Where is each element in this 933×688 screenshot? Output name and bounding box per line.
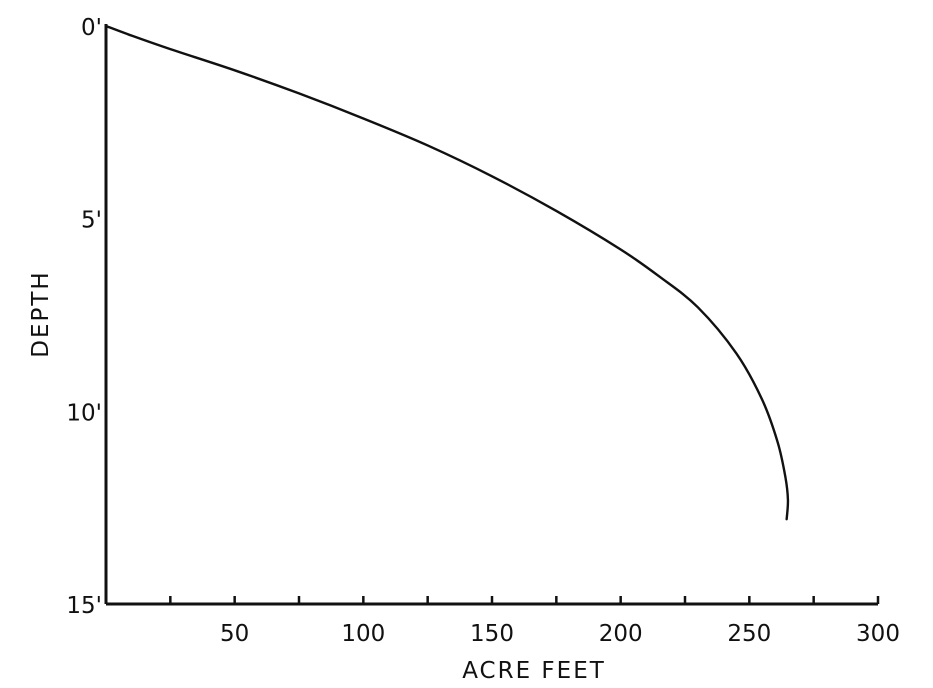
y-tick-label: 5'	[81, 208, 102, 234]
x-tick-label: 100	[341, 621, 385, 647]
x-tick-label: 50	[220, 621, 249, 647]
x-tick-label: 150	[470, 621, 514, 647]
y-tick-label: 15'	[66, 593, 102, 619]
axes	[104, 24, 878, 606]
x-axis-label: ACRE FEET	[462, 658, 606, 684]
y-tick-label: 10'	[66, 400, 102, 426]
y-axis-label: DEPTH	[28, 270, 54, 357]
x-tick-label: 250	[727, 621, 771, 647]
x-tick-label: 300	[856, 621, 900, 647]
tick-marks	[169, 596, 880, 604]
x-tick-label: 200	[599, 621, 643, 647]
y-tick-label: 0'	[81, 15, 102, 41]
series-group	[104, 24, 790, 521]
depth-capacity-curve	[104, 24, 790, 521]
tick-labels: 50 100 150 200 250 300 0' 5' 10' 15'	[66, 15, 900, 647]
